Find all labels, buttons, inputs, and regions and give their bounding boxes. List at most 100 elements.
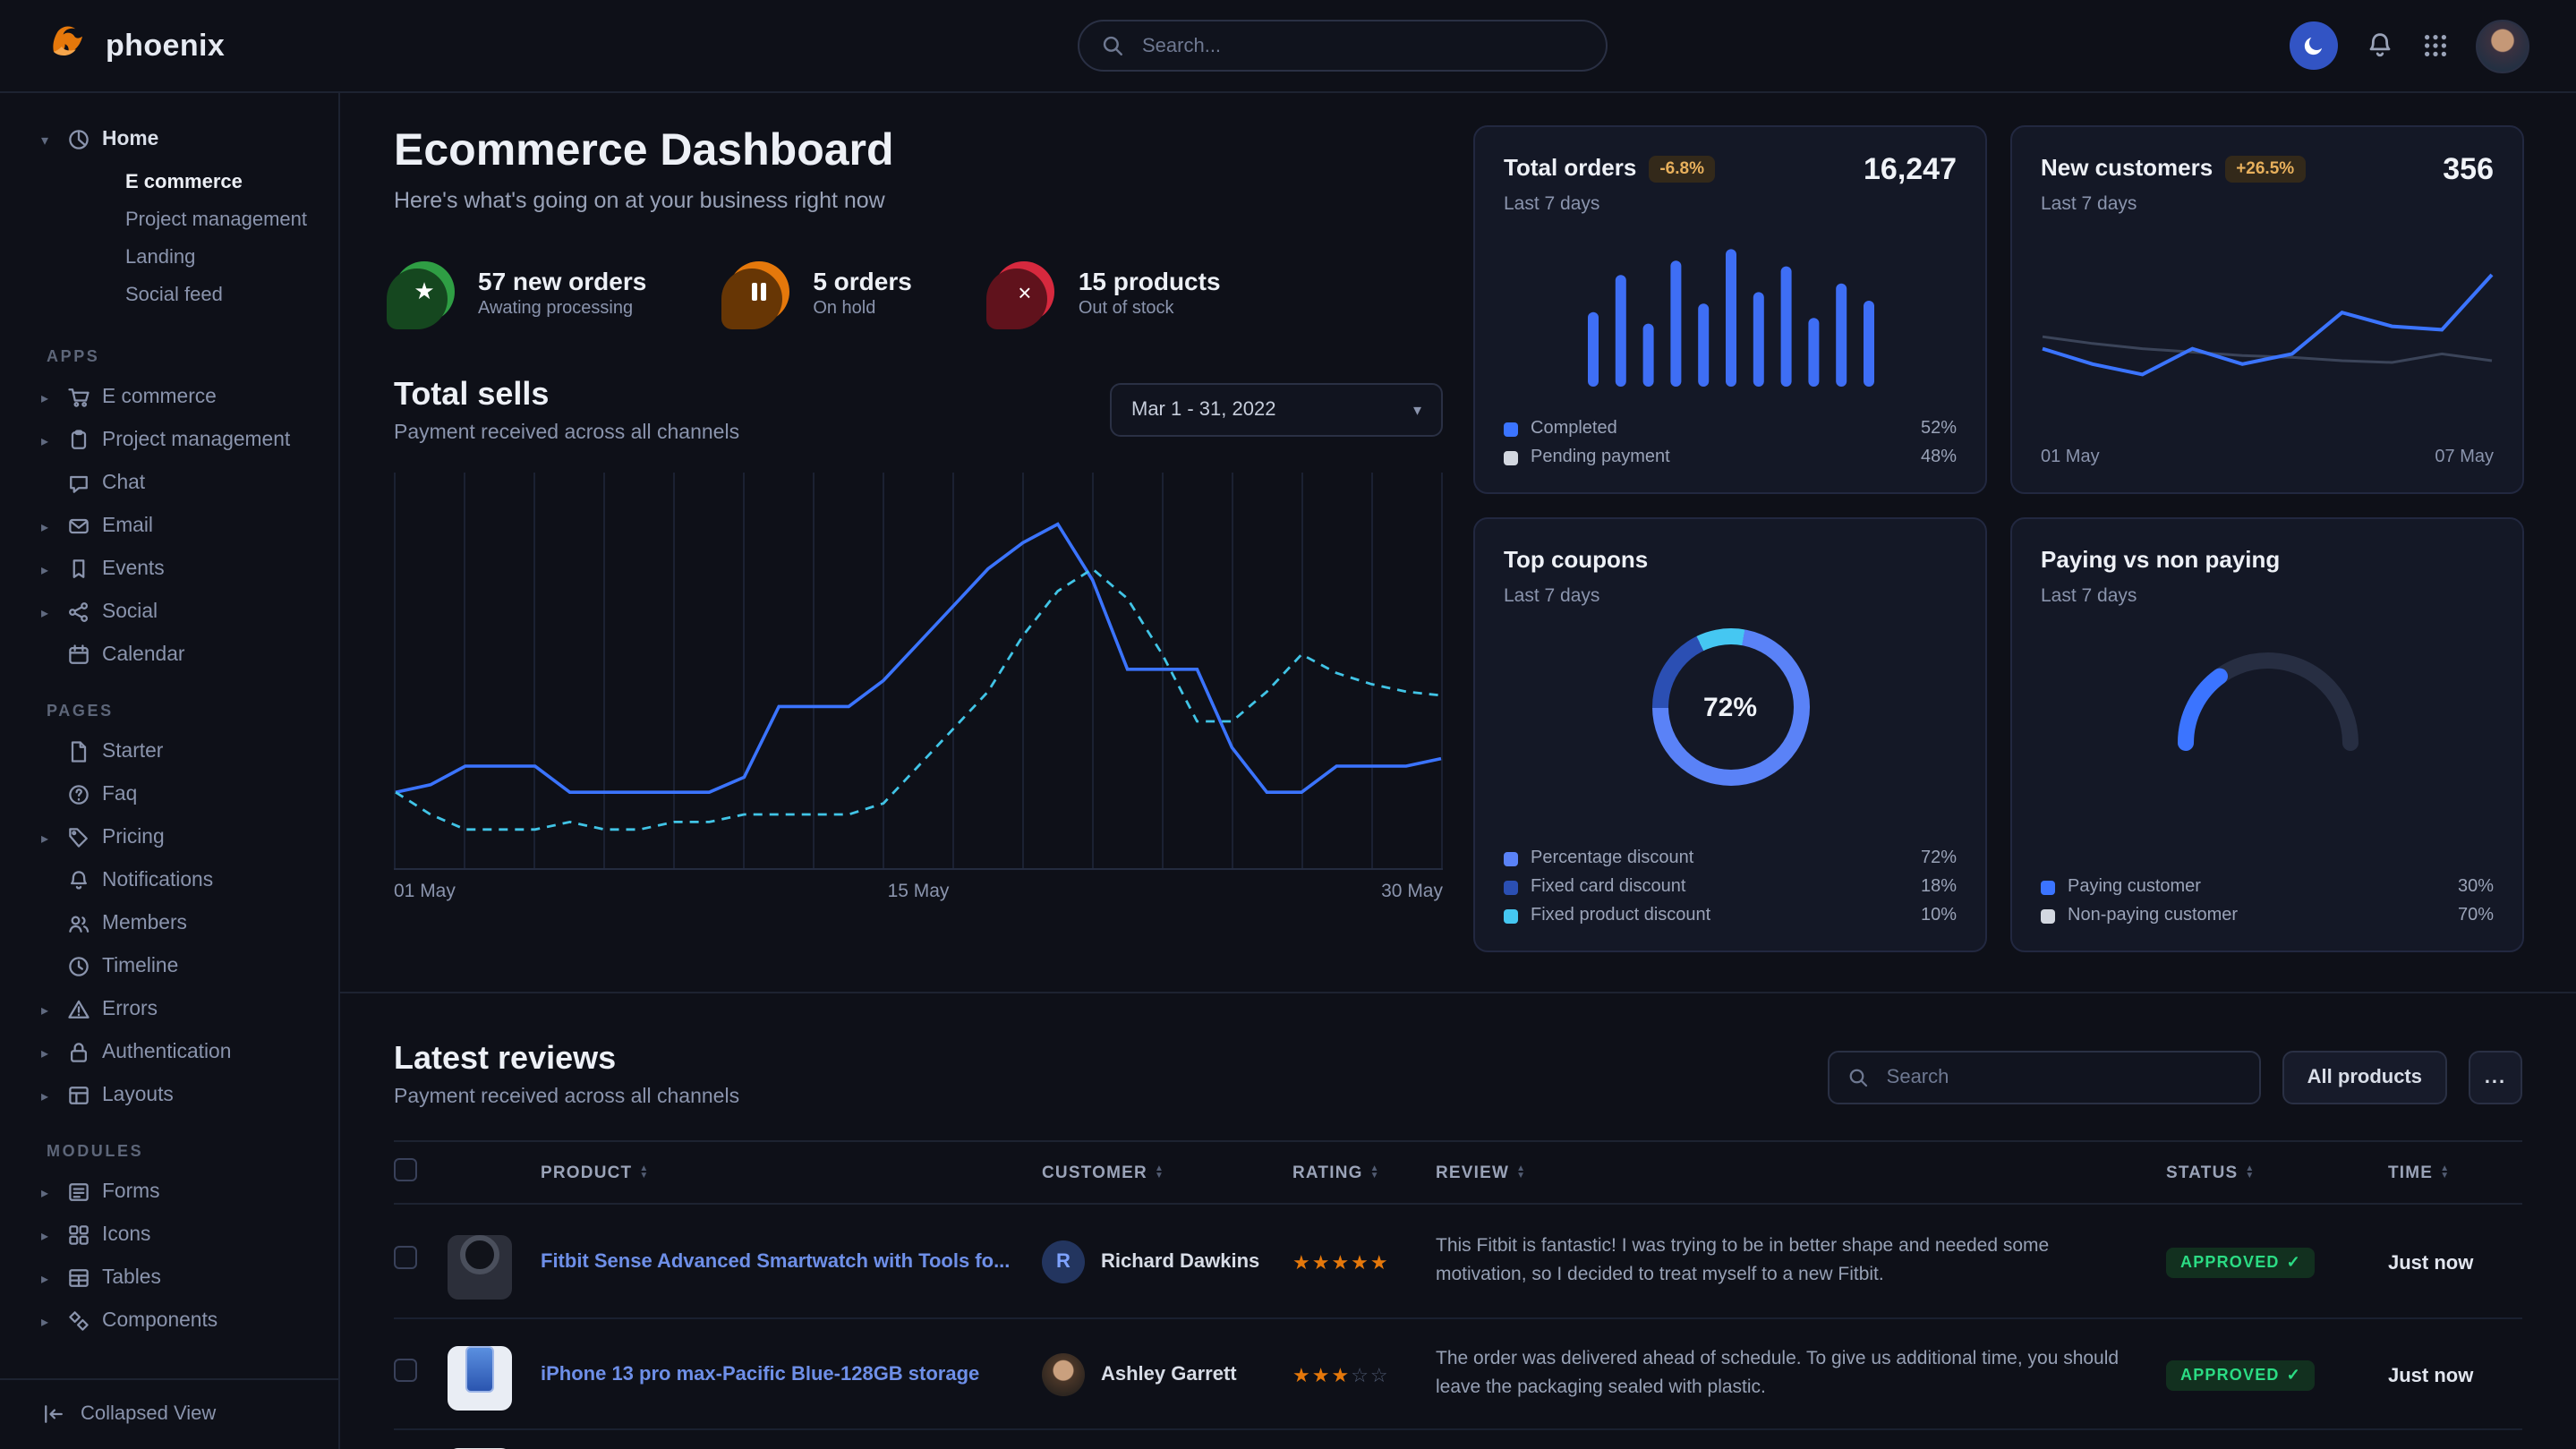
sidebar-item-email[interactable]: ▸ Email bbox=[0, 505, 338, 548]
column-header-thumb bbox=[448, 1140, 541, 1205]
sidebar-item-starter[interactable]: Starter bbox=[0, 730, 338, 773]
sidebar-item-forms[interactable]: ▸ Forms bbox=[0, 1171, 338, 1214]
new-customers-value: 356 bbox=[2443, 152, 2494, 186]
bookmark-icon bbox=[64, 556, 91, 583]
users-icon bbox=[64, 910, 91, 937]
total-sells-subtitle: Payment received across all channels bbox=[394, 422, 740, 444]
components-icon bbox=[64, 1308, 91, 1334]
sidebar-item-tables[interactable]: ▸ Tables bbox=[0, 1257, 338, 1300]
user-avatar[interactable] bbox=[2476, 19, 2529, 72]
more-options-button[interactable]: ... bbox=[2469, 1051, 2522, 1104]
sidebar-item-e-commerce[interactable]: ▸ E commerce bbox=[0, 376, 338, 419]
icons-icon bbox=[64, 1222, 91, 1249]
product-link[interactable]: Fitbit Sense Advanced Smartwatch with To… bbox=[541, 1250, 1011, 1272]
chevron-right-icon: ▸ bbox=[40, 389, 48, 405]
total-sells-x-labels: 01 May 15 May 30 May bbox=[394, 881, 1443, 902]
sidebar-item-components[interactable]: ▸ Components bbox=[0, 1300, 338, 1342]
chevron-down-icon: ▾ bbox=[40, 132, 48, 148]
stat-out-of-stock: × 15 products Out of stock bbox=[994, 261, 1221, 322]
apps-grid-button[interactable] bbox=[2422, 32, 2449, 59]
paying-gauge-chart bbox=[2160, 635, 2375, 763]
reviews-search-input[interactable] bbox=[1882, 1065, 2241, 1090]
check-icon: ✓ bbox=[2286, 1365, 2301, 1384]
brand-logo[interactable]: phoenix bbox=[47, 24, 225, 67]
sidebar-item-chat[interactable]: Chat bbox=[0, 462, 338, 505]
column-header-product[interactable]: PRODUCT ▲ ▼ bbox=[541, 1140, 1042, 1205]
reviews-search[interactable] bbox=[1827, 1051, 2261, 1104]
rating-stars: ★★★☆☆ bbox=[1292, 1365, 1390, 1386]
sidebar-item-home[interactable]: ▾ Home bbox=[0, 118, 338, 161]
sidebar-item-icons[interactable]: ▸ Icons bbox=[0, 1214, 338, 1257]
chevron-right-icon: ▸ bbox=[40, 830, 48, 846]
sidebar-item-pricing[interactable]: ▸ Pricing bbox=[0, 816, 338, 859]
sidebar-item-authentication[interactable]: ▸ Authentication bbox=[0, 1031, 338, 1074]
product-link[interactable]: iPhone 13 pro max-Pacific Blue-128GB sto… bbox=[541, 1363, 980, 1385]
reviews-table-body: Fitbit Sense Advanced Smartwatch with To… bbox=[394, 1204, 2522, 1449]
legend-swatch bbox=[2041, 880, 2055, 894]
paying-legend: Paying customer 30% Non-paying customer … bbox=[2041, 877, 2494, 925]
donut-wrap: 72% bbox=[1504, 628, 1957, 786]
sidebar-item-label: Notifications bbox=[102, 870, 214, 891]
sidebar-subitem-e-commerce[interactable]: E commerce bbox=[125, 172, 243, 193]
card-period: Last 7 days bbox=[2041, 193, 2137, 215]
row-checkbox[interactable] bbox=[394, 1245, 417, 1268]
sidebar-item-social[interactable]: ▸ Social bbox=[0, 591, 338, 634]
column-header-review[interactable]: REVIEW ▲ ▼ bbox=[1436, 1140, 2166, 1205]
sidebar-item-layouts[interactable]: ▸ Layouts bbox=[0, 1074, 338, 1117]
search-icon bbox=[1847, 1067, 1869, 1088]
sidebar-item-events[interactable]: ▸ Events bbox=[0, 548, 338, 591]
search-input[interactable] bbox=[1139, 33, 1584, 58]
collapsed-view-label: Collapsed View bbox=[81, 1403, 217, 1425]
stat-new-orders: ★ 57 new orders Awating processing bbox=[394, 261, 646, 322]
global-search[interactable] bbox=[1078, 20, 1608, 72]
sidebar-item-faq[interactable]: Faq bbox=[0, 773, 338, 816]
total-sells-title: Total sells bbox=[394, 376, 550, 412]
sidebar-subitem-social-feed[interactable]: Social feed bbox=[125, 285, 223, 306]
legend-label: Pending payment bbox=[1531, 447, 1670, 467]
sort-icon: ▲ ▼ bbox=[2440, 1163, 2451, 1181]
collapsed-view-toggle[interactable]: Collapsed View bbox=[0, 1377, 338, 1449]
row-checkbox[interactable] bbox=[394, 1358, 417, 1381]
moon-icon bbox=[2302, 34, 2325, 57]
sidebar-subitem-landing[interactable]: Landing bbox=[125, 247, 196, 268]
sidebar-item-project-management[interactable]: ▸ Project management bbox=[0, 419, 338, 462]
column-header-status[interactable]: STATUS ▲ ▼ bbox=[2166, 1140, 2388, 1205]
column-header-customer[interactable]: CUSTOMER ▲ ▼ bbox=[1042, 1140, 1292, 1205]
status-badge: APPROVED ✓ bbox=[2166, 1247, 2316, 1278]
sort-icon: ▲ ▼ bbox=[1155, 1163, 1165, 1181]
sidebar-item-notifications[interactable]: Notifications bbox=[0, 859, 338, 902]
close-icon: × bbox=[994, 261, 1055, 322]
all-products-button[interactable]: All products bbox=[2282, 1051, 2447, 1104]
column-header-rating[interactable]: RATING ▲ ▼ bbox=[1292, 1140, 1436, 1205]
chevron-right-icon: ▸ bbox=[40, 1002, 48, 1018]
question-icon bbox=[64, 781, 91, 808]
product-thumbnail bbox=[448, 1235, 512, 1300]
legend-item: Percentage discount 72% bbox=[1504, 848, 1957, 868]
select-all-checkbox[interactable] bbox=[394, 1158, 417, 1181]
gauge-wrap bbox=[2041, 635, 2494, 763]
sidebar-item-label: Authentication bbox=[102, 1042, 232, 1063]
layout-icon bbox=[64, 1082, 91, 1109]
sidebar-item-label: Project management bbox=[102, 430, 291, 451]
tag-icon bbox=[64, 824, 91, 851]
sidebar-item-members[interactable]: Members bbox=[0, 902, 338, 945]
main-content: Ecommerce Dashboard Here's what's going … bbox=[340, 93, 2576, 1449]
sidebar-item-calendar[interactable]: Calendar bbox=[0, 634, 338, 677]
file-icon bbox=[64, 738, 91, 765]
column-header-time[interactable]: TIME ▲ ▼ bbox=[2388, 1140, 2522, 1205]
watch-image bbox=[460, 1235, 499, 1274]
sidebar-subitem-project-management[interactable]: Project management bbox=[125, 209, 307, 231]
review-text: The order was delivered ahead of schedul… bbox=[1436, 1347, 2120, 1398]
stat-caption: On hold bbox=[813, 298, 876, 318]
collapse-icon bbox=[39, 1401, 66, 1428]
rating-stars: ★★★★★ bbox=[1292, 1252, 1390, 1274]
new-customers-x-labels: 01 May 07 May bbox=[2041, 447, 2494, 467]
check-icon: ✓ bbox=[2286, 1252, 2301, 1271]
sidebar-item-errors[interactable]: ▸ Errors bbox=[0, 988, 338, 1031]
dark-mode-toggle[interactable] bbox=[2290, 21, 2338, 70]
date-range-select[interactable]: Mar 1 - 31, 2022 ▾ bbox=[1110, 383, 1443, 437]
notifications-button[interactable] bbox=[2365, 30, 2395, 61]
sidebar-item-timeline[interactable]: Timeline bbox=[0, 945, 338, 988]
legend-swatch bbox=[1504, 880, 1518, 894]
